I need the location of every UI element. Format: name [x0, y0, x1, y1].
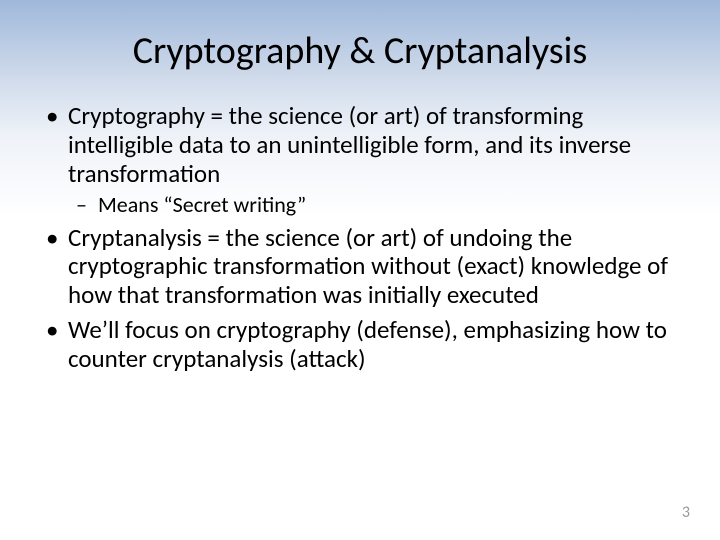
slide: Cryptography & Cryptanalysis Cryptograph…	[0, 0, 720, 540]
bullet-text: We’ll focus on cryptography (defense), e…	[68, 314, 667, 374]
bullet-list: Cryptography = the science (or art) of t…	[40, 102, 680, 373]
bullet-item: Cryptanalysis = the science (or art) of …	[40, 224, 680, 310]
bullet-item: We’ll focus on cryptography (defense), e…	[40, 316, 680, 374]
bullet-text: Cryptography = the science (or art) of t…	[68, 100, 631, 189]
page-number: 3	[682, 503, 690, 522]
sub-bullet-text: Means “Secret writing”	[98, 191, 306, 218]
sub-bullet-list: Means “Secret writing”	[68, 192, 680, 217]
bullet-item: Cryptography = the science (or art) of t…	[40, 102, 680, 218]
slide-content: Cryptography = the science (or art) of t…	[40, 102, 680, 373]
bullet-text: Cryptanalysis = the science (or art) of …	[68, 222, 668, 311]
sub-bullet-item: Means “Secret writing”	[68, 192, 680, 217]
slide-title: Cryptography & Cryptanalysis	[40, 28, 680, 74]
